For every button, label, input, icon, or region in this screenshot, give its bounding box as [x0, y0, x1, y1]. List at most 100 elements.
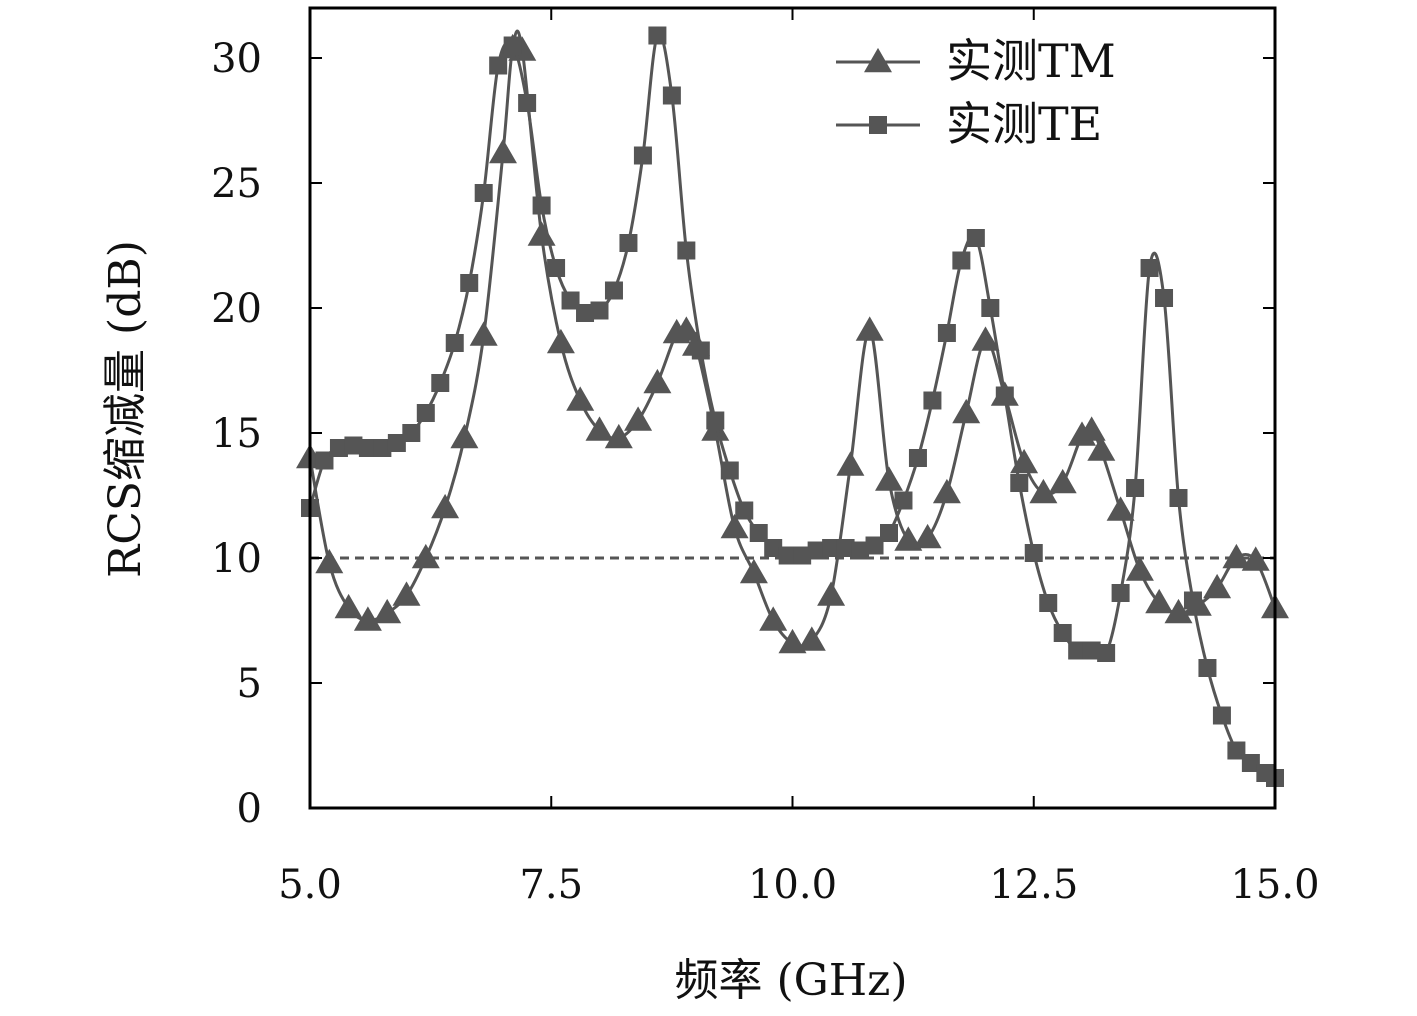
data-point-triangle — [894, 526, 923, 551]
y-tick-label: 15 — [211, 411, 262, 457]
data-point-square — [474, 184, 493, 202]
legend-marker-triangle-icon — [864, 47, 892, 73]
data-point-square — [662, 86, 681, 105]
data-point-square — [1155, 289, 1174, 307]
data-point-triangle — [489, 138, 517, 164]
data-point-triangle — [672, 316, 701, 341]
legend-marker-square-icon — [869, 116, 887, 134]
data-point-square — [894, 491, 913, 510]
data-point-triangle — [855, 316, 884, 341]
data-point-triangle — [643, 368, 672, 394]
data-point-square — [547, 259, 566, 277]
data-point-square — [431, 374, 450, 392]
data-point-triangle — [1241, 546, 1270, 571]
legend-item-te: 实测TE — [836, 97, 1102, 151]
ticks-layer: 5.0 7.5 10.0 12.5 15.0 0 5 10 15 20 25 30 — [211, 8, 1320, 908]
x-tick-label: 10.0 — [748, 862, 837, 908]
data-point-square — [344, 436, 363, 455]
data-point-square — [764, 539, 783, 557]
y-axis-title: RCS缩减量 (dB) — [100, 240, 151, 578]
data-point-triangle — [1106, 496, 1135, 521]
data-point-square — [648, 26, 667, 45]
data-point-triangle — [604, 423, 633, 449]
data-point-square — [576, 304, 595, 322]
data-point-triangle — [373, 598, 402, 624]
data-point-square — [1053, 624, 1072, 642]
data-point-square — [561, 291, 580, 310]
data-point-triangle — [720, 513, 749, 539]
x-axis-title: 频率 (GHz) — [674, 955, 907, 1006]
data-point-square — [1111, 584, 1130, 602]
data-point-square — [1212, 706, 1231, 725]
data-point-triangle — [1029, 478, 1058, 504]
data-point-square — [865, 536, 884, 555]
data-point-triangle — [546, 328, 575, 354]
x-tick-label: 15.0 — [1230, 862, 1319, 908]
data-point-square — [691, 341, 710, 360]
data-point-triangle — [1203, 573, 1232, 599]
data-point-triangle — [315, 548, 344, 574]
legend-label-tm: 实测TM — [946, 34, 1116, 88]
data-point-square — [460, 274, 479, 292]
y-tick-label: 30 — [211, 36, 262, 82]
x-tick-label: 7.5 — [519, 862, 583, 908]
data-point-triangle — [739, 558, 768, 584]
data-point-square — [937, 324, 956, 342]
data-point-square — [677, 241, 696, 260]
data-point-triangle — [469, 321, 498, 346]
data-point-square — [793, 546, 812, 565]
data-point-square — [416, 404, 435, 422]
data-point-square — [966, 229, 985, 247]
data-point-square — [1169, 489, 1188, 507]
data-point-square — [720, 461, 739, 480]
data-point-square — [908, 449, 927, 467]
data-point-square — [923, 391, 942, 410]
data-point-square — [1097, 644, 1116, 662]
data-point-square — [1241, 754, 1260, 772]
data-point-square — [358, 439, 377, 457]
series-layer — [296, 26, 1289, 787]
data-point-square — [1126, 479, 1145, 497]
data-point-square — [402, 424, 421, 442]
data-point-square — [590, 301, 609, 320]
data-point-triangle — [759, 606, 788, 631]
data-point-square — [619, 234, 638, 252]
data-point-triangle — [624, 406, 653, 431]
data-point-triangle — [585, 416, 614, 441]
data-point-triangle — [913, 523, 942, 549]
data-point-square — [952, 251, 971, 270]
data-point-triangle — [836, 451, 865, 476]
legend: 实测TM 实测TE — [836, 34, 1116, 151]
legend-label-te: 实测TE — [946, 97, 1102, 151]
data-point-square — [633, 146, 652, 165]
series-te — [301, 26, 1284, 787]
data-point-square — [387, 434, 406, 452]
data-point-square — [706, 411, 725, 430]
data-point-square — [1227, 741, 1246, 760]
data-point-square — [735, 501, 754, 520]
data-point-square — [1082, 641, 1101, 660]
data-point-square — [329, 439, 348, 457]
data-point-triangle — [1048, 468, 1077, 494]
data-point-square — [880, 524, 898, 542]
data-point-triangle — [334, 593, 363, 619]
data-point-triangle — [1077, 416, 1106, 441]
data-point-triangle — [392, 581, 421, 606]
data-point-square — [489, 56, 508, 75]
data-point-triangle — [527, 221, 556, 246]
data-point-triangle — [797, 626, 826, 651]
data-point-square — [315, 451, 334, 470]
data-point-square — [1140, 259, 1159, 277]
data-point-triangle — [1222, 543, 1251, 569]
data-point-square — [749, 524, 768, 542]
x-tick-label: 12.5 — [989, 862, 1078, 908]
data-point-square — [995, 386, 1014, 405]
legend-item-tm: 实测TM — [836, 34, 1116, 88]
data-point-square — [1198, 659, 1217, 677]
y-tick-label: 10 — [211, 536, 262, 582]
data-point-triangle — [431, 493, 460, 519]
data-point-square — [981, 299, 1000, 317]
series-line — [308, 32, 1276, 780]
data-point-triangle — [952, 398, 981, 424]
